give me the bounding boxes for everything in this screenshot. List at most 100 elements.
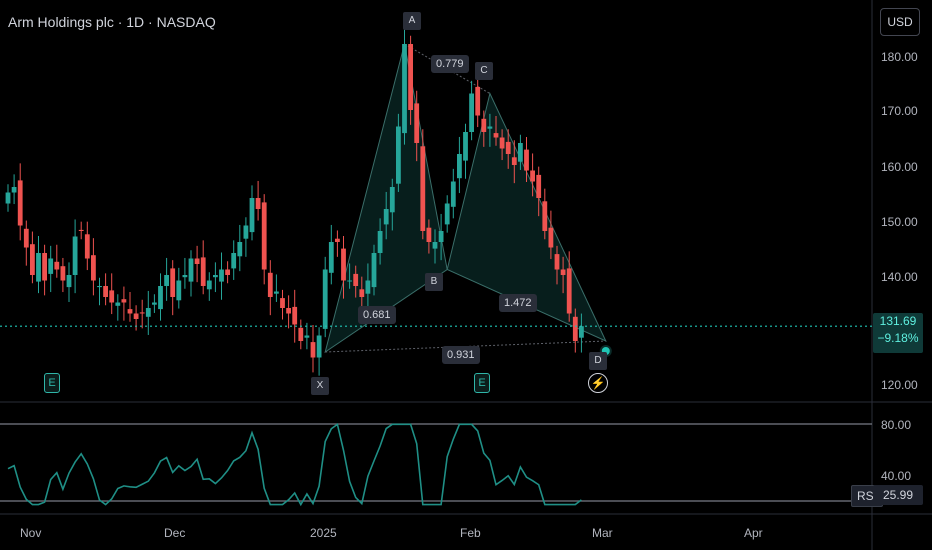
rsi-line — [7, 422, 582, 507]
candle-body — [463, 132, 468, 161]
candle-body — [548, 227, 554, 248]
rsi-tick-80: 80.00 — [881, 418, 912, 432]
price-tick-150: 150.00 — [881, 215, 918, 229]
candle-body — [432, 242, 438, 249]
candle-body — [194, 258, 200, 264]
candle-body — [206, 280, 212, 290]
candle-body — [396, 126, 401, 184]
earnings-marker[interactable]: E — [474, 373, 490, 393]
candle-body — [304, 335, 310, 338]
candle-body — [493, 133, 499, 138]
candle-body — [511, 157, 517, 165]
candle-body — [286, 308, 291, 314]
candle-body — [219, 269, 224, 282]
candle-body — [11, 187, 17, 193]
candle-body — [200, 257, 206, 286]
candle-body — [133, 313, 139, 319]
candle-body — [249, 198, 255, 233]
candle-body — [518, 143, 523, 162]
pattern-point-d: D — [589, 352, 607, 370]
candle-body — [438, 231, 444, 242]
candle-body — [231, 253, 237, 269]
candle-body — [170, 268, 176, 297]
candle-body — [579, 326, 584, 338]
candle-body — [505, 141, 511, 154]
pattern-point-b: B — [425, 273, 443, 291]
candle-body — [5, 192, 11, 204]
candle-body — [328, 242, 334, 273]
candle-body — [78, 229, 84, 231]
candle-body — [225, 269, 230, 275]
candle-body — [554, 254, 560, 270]
candle-body — [457, 154, 462, 179]
candle-body — [316, 335, 322, 358]
candle-body — [377, 231, 383, 253]
price-tick-170: 170.00 — [881, 104, 918, 118]
ratio-xab: 0.681 — [358, 306, 396, 324]
candle-body — [566, 268, 572, 314]
candle-body — [261, 202, 267, 270]
change-percent: −9.18% — [877, 331, 919, 345]
price-tick-180: 180.00 — [881, 50, 918, 64]
candle-body — [97, 286, 102, 288]
pattern-point-a: A — [403, 12, 421, 30]
candle-body — [572, 316, 578, 341]
candle-body — [127, 309, 133, 314]
candle-body — [359, 289, 365, 297]
candle-body — [353, 273, 359, 286]
last-price: 131.69 — [879, 314, 917, 328]
candle-body — [145, 308, 151, 317]
time-label-feb: Feb — [460, 526, 481, 540]
candle-body — [365, 280, 371, 294]
candle-body — [42, 253, 47, 281]
candle-body — [36, 253, 41, 282]
candle-body — [298, 327, 304, 341]
candle-body — [475, 86, 481, 116]
candle-body — [109, 290, 115, 303]
candle-body — [267, 272, 273, 297]
candle-body — [188, 258, 194, 282]
candle-body — [371, 253, 377, 288]
candle-body — [420, 146, 426, 231]
candle-body — [347, 280, 352, 282]
price-tick-140: 140.00 — [881, 270, 918, 284]
currency-button[interactable]: USD — [880, 8, 920, 36]
candle-body — [341, 248, 346, 281]
time-label-mar: Mar — [592, 526, 613, 540]
candle-body — [469, 93, 474, 132]
candle-body — [383, 209, 389, 225]
candle-body — [487, 126, 493, 129]
candle-body — [414, 103, 420, 143]
candle-body — [152, 302, 157, 305]
candle-body — [444, 203, 450, 225]
candle-body — [84, 234, 90, 259]
candle-body — [121, 299, 127, 303]
candle-body — [536, 174, 542, 198]
candle-body — [115, 302, 121, 306]
candle-body — [499, 137, 505, 149]
pattern-point-x: X — [311, 377, 329, 395]
ratio-xad: 0.931 — [442, 346, 480, 364]
rsi-value: 25.99 — [873, 485, 923, 505]
candle-body — [182, 275, 188, 278]
candle-body — [292, 306, 298, 325]
candle-body — [243, 225, 249, 239]
candle-body — [524, 149, 529, 171]
candle-body — [408, 44, 413, 110]
candle-body — [60, 266, 66, 281]
ratio-bcd: 1.472 — [499, 294, 537, 312]
candle-body — [237, 242, 243, 257]
candle-body — [322, 269, 328, 329]
candle-body — [426, 227, 432, 242]
candle-body — [213, 275, 218, 278]
candle-body — [66, 275, 72, 288]
candle-body — [542, 201, 548, 231]
lightning-icon[interactable]: ⚡ — [588, 373, 608, 393]
candle-body — [48, 258, 54, 274]
symbol-title[interactable]: Arm Holdings plc · 1D · NASDAQ — [8, 14, 216, 30]
time-label-nov: Nov — [20, 526, 42, 540]
candle-body — [389, 187, 395, 213]
earnings-marker[interactable]: E — [44, 373, 60, 393]
candle-body — [30, 244, 35, 275]
